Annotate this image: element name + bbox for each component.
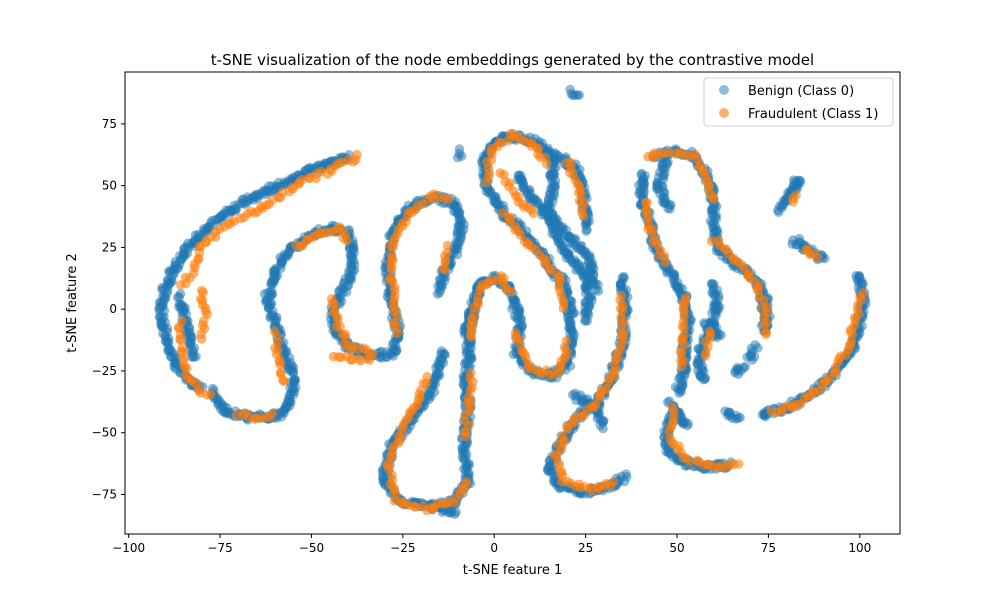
x-axis-ticks: −100 −75 −50 −25 0 25 50 75 100 [112,534,871,555]
fraudulent-point [706,236,717,246]
fraudulent-point [386,451,396,462]
fraudulent-point [761,329,771,340]
y-tick-label: −50 [92,426,117,440]
benign-point [740,361,750,372]
fraudulent-point [440,264,451,275]
y-tick-label: −25 [92,364,117,378]
x-tick-label: −25 [390,541,415,555]
fraudulent-point [275,368,286,378]
fraudulent-point [410,502,421,512]
fraudulent-point [385,272,396,283]
fraudulent-point [205,389,216,400]
benign-point [735,412,745,423]
benign-point [750,340,760,350]
benign-point [663,203,673,214]
fraudulent-point [365,355,375,365]
x-tick-label: 0 [490,541,498,555]
benign-point [582,316,593,326]
legend-marker-fraudulent [719,108,729,118]
y-tick-label: 25 [102,240,117,254]
benign-point [598,423,608,434]
fraudulent-point [269,326,280,337]
series-fraudulent [173,129,868,516]
benign-point [674,388,684,398]
fraudulent-point [335,321,345,332]
fraudulent-point [562,424,573,435]
benign-point [189,352,199,362]
x-tick-label: −100 [112,541,145,555]
x-tick-label: −75 [207,541,232,555]
legend-marker-benign [719,85,729,95]
fraudulent-point [267,409,278,419]
fraudulent-point [608,477,619,487]
fraudulent-point [506,287,517,297]
fraudulent-point [708,194,719,205]
y-axis-label: t-SNE feature 2 [65,253,80,352]
legend-box [703,77,894,127]
fraudulent-point [461,477,472,487]
fraudulent-point [443,194,454,205]
fraudulent-point [664,426,674,437]
benign-point [795,175,805,186]
fraudulent-point [813,252,823,263]
plot-frame [124,71,901,535]
y-tick-label: 75 [102,117,117,131]
y-tick-label: 0 [109,302,117,316]
fraudulent-point [498,208,508,218]
benign-point [581,226,591,236]
chart-title: t-SNE visualization of the node embeddin… [211,51,814,69]
x-tick-label: 50 [669,541,684,555]
fraudulent-point [758,319,769,330]
benign-point [682,420,693,431]
fraudulent-point [342,235,352,246]
fraudulent-point [541,159,552,169]
y-axis-ticks: −75 −50 −25 0 25 50 75 [92,117,125,501]
legend-label-fraudulent: Fraudulent (Class 1) [748,107,878,122]
benign-point [698,374,709,385]
benign-point [452,152,463,163]
fraudulent-point [466,368,476,379]
fraudulent-point [175,280,186,290]
fraudulent-point [196,334,207,344]
fraudulent-point [676,361,687,372]
benign-point [773,207,784,217]
legend: Benign (Class 0) Fraudulent (Class 1) [703,77,894,127]
fraudulent-point [858,288,868,298]
fraudulent-point [442,240,453,251]
fraudulent-point [304,173,315,183]
legend-label-benign: Benign (Class 0) [748,84,854,99]
fraudulent-point [175,335,186,345]
y-tick-label: 50 [102,179,117,193]
fraudulent-point [578,211,589,222]
fraudulent-point [788,197,799,207]
x-tick-label: 25 [578,541,593,555]
benign-point [435,285,446,295]
fraudulent-point [660,257,671,268]
fraudulent-point [679,323,689,333]
fraudulent-point [528,208,539,218]
benign-point [574,90,584,100]
benign-point [451,507,461,517]
fraudulent-point [700,351,711,361]
x-tick-label: 75 [761,541,776,555]
x-tick-label: −50 [299,541,324,555]
points-layer [154,84,871,519]
fraudulent-point [340,332,350,343]
x-tick-label: 100 [848,541,871,555]
x-axis-label: t-SNE feature 1 [463,563,562,578]
fraudulent-point [685,457,695,467]
fraudulent-point [734,459,744,469]
fraudulent-point [231,409,242,420]
benign-point [593,286,604,296]
y-tick-label: −75 [92,487,117,501]
fraudulent-point [561,336,572,346]
benign-point [854,271,865,281]
benign-point [621,469,631,479]
